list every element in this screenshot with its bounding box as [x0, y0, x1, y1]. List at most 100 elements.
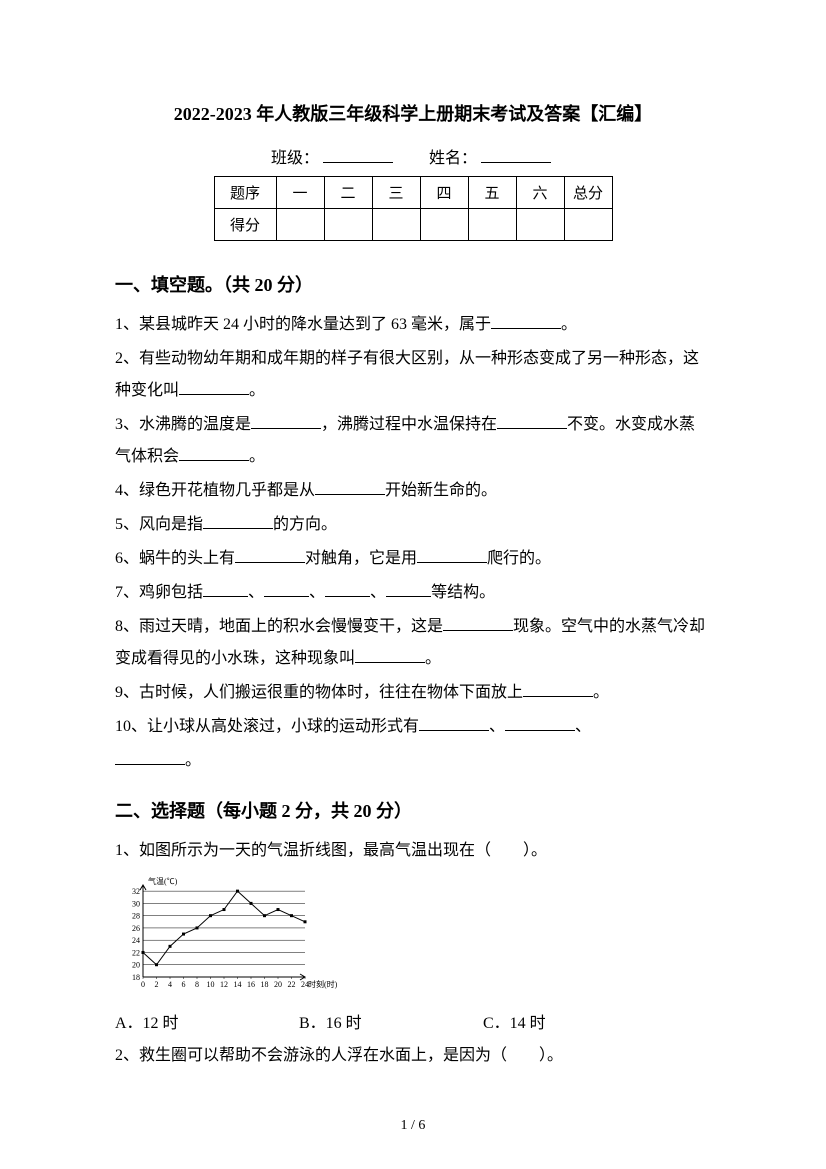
blank: [179, 394, 249, 395]
q-text: 7、鸡卵包括: [115, 584, 203, 601]
col-header: 六: [516, 177, 564, 209]
name-blank: [481, 162, 551, 163]
row-label: 题序: [214, 177, 276, 209]
score-cell: [468, 209, 516, 241]
question-8: 8、雨过天晴，地面上的积水会慢慢变干，这是现象。空气中的水蒸气冷却变成看得见的小…: [115, 611, 711, 675]
section1-title: 一、填空题。（共 20 分）: [115, 271, 711, 297]
q-text: 、: [248, 584, 264, 601]
score-cell: [372, 209, 420, 241]
blank: [203, 596, 248, 597]
q-text: 8、雨过天晴，地面上的积水会慢慢变干，这是: [115, 618, 443, 635]
svg-text:14: 14: [234, 980, 242, 989]
q-text: 1、某县城昨天 24 小时的降水量达到了 63 毫米，属于: [115, 316, 491, 333]
question-10b: 。: [115, 745, 711, 777]
option-b: B．16 时: [299, 1008, 479, 1040]
q-text: 。: [593, 684, 609, 701]
blank: [417, 562, 487, 563]
q-text: 9、古时候，人们搬运很重的物体时，往往在物体下面放上: [115, 684, 523, 701]
q-text: 3、水沸腾的温度是: [115, 416, 251, 433]
svg-text:32: 32: [132, 887, 140, 896]
class-label: 班级：: [271, 150, 319, 167]
col-header: 四: [420, 177, 468, 209]
q-text: 。: [425, 650, 441, 667]
svg-text:22: 22: [288, 980, 296, 989]
q-text: ，沸腾过程中水温保持在: [321, 416, 497, 433]
col-header: 总分: [564, 177, 612, 209]
q-text: 。: [185, 752, 201, 769]
question-4: 4、绿色开花植物几乎都是从开始新生命的。: [115, 475, 711, 507]
table-row: 题序 一 二 三 四 五 六 总分: [214, 177, 612, 209]
col-header: 二: [324, 177, 372, 209]
q-text: 、: [575, 718, 591, 735]
blank: [179, 460, 249, 461]
score-cell: [420, 209, 468, 241]
svg-text:时刻(时): 时刻(时): [308, 979, 338, 989]
svg-text:10: 10: [207, 980, 215, 989]
row-label: 得分: [214, 209, 276, 241]
q-text: 、: [370, 584, 386, 601]
q-text: 。: [249, 382, 265, 399]
blank: [386, 596, 431, 597]
blank: [443, 630, 513, 631]
class-blank: [323, 162, 393, 163]
s2-question-2: 2、救生圈可以帮助不会游泳的人浮在水面上，是因为（ ）。: [115, 1040, 711, 1072]
blank: [235, 562, 305, 563]
svg-text:0: 0: [141, 980, 145, 989]
svg-text:28: 28: [132, 912, 140, 921]
svg-text:26: 26: [132, 924, 140, 933]
svg-text:20: 20: [132, 961, 140, 970]
svg-text:8: 8: [195, 980, 199, 989]
svg-text:18: 18: [261, 980, 269, 989]
svg-text:4: 4: [168, 980, 172, 989]
svg-text:22: 22: [132, 948, 140, 957]
q-text: 。: [561, 316, 577, 333]
score-cell: [564, 209, 612, 241]
q-text: 2、有些动物幼年期和成年期的样子有很大区别，从一种形态变成了另一种形态，这种变化…: [115, 350, 699, 399]
q-text: 等结构。: [431, 584, 495, 601]
score-cell: [516, 209, 564, 241]
question-10: 10、让小球从高处滚过，小球的运动形式有 、 、: [115, 711, 711, 743]
section2-title: 二、选择题（每小题 2 分，共 20 分）: [115, 797, 711, 823]
col-header: 三: [372, 177, 420, 209]
q-text: 5、风向是指: [115, 516, 203, 533]
blank: [251, 428, 321, 429]
question-9: 9、古时候，人们搬运很重的物体时，往往在物体下面放上 。: [115, 677, 711, 709]
q-text: 6、蜗牛的头上有: [115, 550, 235, 567]
svg-text:24: 24: [132, 936, 140, 945]
name-label: 姓名：: [429, 150, 477, 167]
q-text: 、: [489, 718, 505, 735]
blank: [505, 730, 575, 731]
line-chart: 1820222426283032024681012141618202224气温(…: [115, 875, 711, 1000]
question-2: 2、有些动物幼年期和成年期的样子有很大区别，从一种形态变成了另一种形态，这种变化…: [115, 343, 711, 407]
blank: [497, 428, 567, 429]
option-a: A．12 时: [115, 1008, 295, 1040]
blank: [355, 662, 425, 663]
blank: [264, 596, 309, 597]
svg-text:16: 16: [247, 980, 255, 989]
question-7: 7、鸡卵包括 、 、 、 等结构。: [115, 577, 711, 609]
blank: [523, 696, 593, 697]
blank: [315, 494, 385, 495]
svg-text:20: 20: [274, 980, 282, 989]
page-number: 1 / 6: [0, 1118, 826, 1134]
svg-text:6: 6: [182, 980, 186, 989]
blank: [491, 328, 561, 329]
question-1: 1、某县城昨天 24 小时的降水量达到了 63 毫米，属于 。: [115, 309, 711, 341]
blank: [115, 764, 185, 765]
info-line: 班级： 姓名：: [115, 144, 711, 168]
q-text: 10、让小球从高处滚过，小球的运动形式有: [115, 718, 419, 735]
q-text: 、: [309, 584, 325, 601]
question-6: 6、蜗牛的头上有对触角，它是用爬行的。: [115, 543, 711, 575]
q-text: 爬行的。: [487, 550, 551, 567]
q-text: 开始新生命的。: [385, 482, 497, 499]
score-cell: [324, 209, 372, 241]
score-table: 题序 一 二 三 四 五 六 总分 得分: [214, 176, 613, 241]
doc-title: 2022-2023 年人教版三年级科学上册期末考试及答案【汇编】: [115, 100, 711, 126]
svg-text:2: 2: [155, 980, 159, 989]
score-cell: [276, 209, 324, 241]
col-header: 五: [468, 177, 516, 209]
svg-text:气温(℃): 气温(℃): [148, 876, 178, 886]
blank: [419, 730, 489, 731]
svg-text:12: 12: [220, 980, 228, 989]
question-3: 3、水沸腾的温度是，沸腾过程中水温保持在不变。水变成水蒸气体积会。: [115, 409, 711, 473]
